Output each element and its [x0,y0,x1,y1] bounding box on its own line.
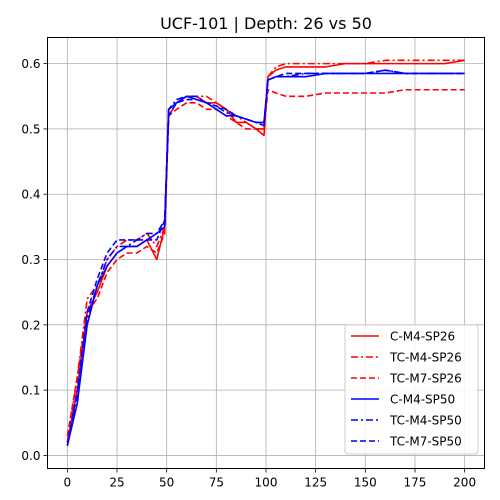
x-tick-label: 0 [64,476,72,490]
legend-label: TC-M7-SP50 [389,435,462,449]
axis-ticks: 0 25 50 75 100 125 150 175 200 0.0 0.1 0.2 0.3 0.4 0.5… [21,57,476,489]
series-line-tc-m4-sp26 [66,59,465,443]
x-tick-label: 125 [304,476,327,490]
legend-label: C-M4-SP50 [390,393,455,407]
legend-label: TC-M7-SP26 [389,372,462,386]
y-tick-label: 0.1 [21,384,40,398]
series-lines [66,59,465,446]
legend-label: TC-M4-SP50 [389,414,462,428]
x-tick-label: 100 [255,476,278,490]
legend-label: TC-M4-SP26 [389,351,462,365]
x-tick-label: 75 [209,476,224,490]
x-tick-label: 150 [354,476,377,490]
x-tick-label: 175 [404,476,427,490]
y-tick-label: 0.3 [21,253,40,267]
series-line-tc-m7-sp50 [66,69,465,446]
x-tick-label: 200 [453,476,476,490]
series-line-tc-m7-sp26 [66,88,465,436]
legend: C-M4-SP26 TC-M4-SP26 TC-M7-SP26 C-M4-SP50 TC… [344,324,479,455]
y-tick-label: 0.2 [21,318,40,332]
y-tick-label: 0.5 [21,122,40,136]
chart-title: UCF-101 | Depth: 26 vs 50 [160,14,372,33]
y-tick-label: 0.0 [21,449,40,463]
y-tick-label: 0.4 [21,188,40,202]
y-tick-label: 0.6 [21,57,40,71]
series-line-tc-m4-sp50 [66,69,465,446]
x-tick-label: 25 [109,476,124,490]
x-tick-label: 50 [159,476,174,490]
legend-box [344,324,479,455]
legend-label: C-M4-SP26 [390,330,455,344]
